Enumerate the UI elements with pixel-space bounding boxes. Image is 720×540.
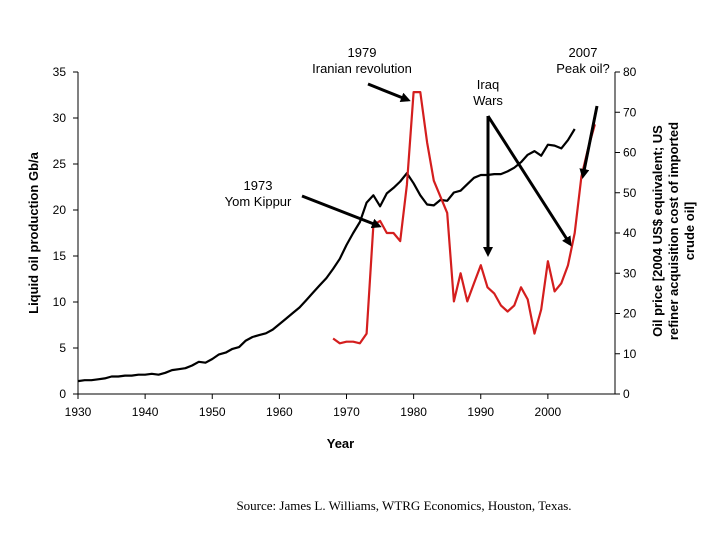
y-left-tick-label: 15 bbox=[53, 249, 67, 263]
annotation-label: Wars bbox=[473, 93, 503, 108]
annotation-label: 2007 bbox=[569, 45, 598, 60]
y-right-tick-label: 10 bbox=[623, 347, 637, 361]
y-right-axis-title-line: Oil price [2004 US$ equivalent; US bbox=[650, 125, 665, 337]
annotation-arrow bbox=[367, 82, 411, 103]
x-tick-label: 1940 bbox=[132, 405, 159, 419]
price-line bbox=[332, 90, 596, 345]
x-axis-title: Year bbox=[327, 436, 354, 451]
annotation-arrow bbox=[301, 194, 382, 229]
y-right-axis-title-line: refiner acquisition cost of imported bbox=[666, 122, 681, 340]
x-tick-label: 1970 bbox=[333, 405, 360, 419]
y-left-tick-label: 20 bbox=[53, 203, 67, 217]
y-right-tick-label: 30 bbox=[623, 266, 637, 280]
y-right-axis-title-line: crude oil] bbox=[682, 202, 697, 261]
x-tick-label: 1930 bbox=[65, 405, 92, 419]
y-right-tick-label: 80 bbox=[623, 65, 637, 79]
y-right-tick-label: 40 bbox=[623, 226, 637, 240]
y-left-tick-label: 35 bbox=[53, 65, 67, 79]
annotation-label: Yom Kippur bbox=[225, 194, 292, 209]
y-right-tick-label: 60 bbox=[623, 146, 637, 160]
x-tick-label: 1950 bbox=[199, 405, 226, 419]
y-right-axis-title: Oil price [2004 US$ equivalent; USrefine… bbox=[650, 122, 697, 340]
x-tick-label: 2000 bbox=[535, 405, 562, 419]
y-left-axis-title: Liquid oil production Gb/a bbox=[26, 151, 41, 314]
annotation-label: 1979 bbox=[348, 45, 377, 60]
y-right-tick-label: 20 bbox=[623, 307, 637, 321]
y-right-tick-label: 70 bbox=[623, 105, 637, 119]
source-note: Source: James L. Williams, WTRG Economic… bbox=[236, 498, 572, 513]
x-tick-label: 1990 bbox=[467, 405, 494, 419]
y-left-tick-label: 5 bbox=[59, 341, 66, 355]
annotation-label: Peak oil? bbox=[556, 61, 609, 76]
annotation-arrow bbox=[486, 115, 572, 247]
y-left-tick-label: 0 bbox=[59, 387, 66, 401]
production-line bbox=[77, 128, 576, 383]
y-right-tick-label: 0 bbox=[623, 387, 630, 401]
annotation-arrow bbox=[579, 105, 599, 179]
annotation-label: Iraq bbox=[477, 77, 499, 92]
x-tick-label: 1960 bbox=[266, 405, 293, 419]
annotation-label: Iranian revolution bbox=[312, 61, 412, 76]
y-right-tick-label: 50 bbox=[623, 186, 637, 200]
x-tick-label: 1980 bbox=[400, 405, 427, 419]
annotation-label: 1973 bbox=[244, 178, 273, 193]
y-left-tick-label: 25 bbox=[53, 157, 67, 171]
y-left-tick-label: 30 bbox=[53, 111, 67, 125]
y-left-tick-label: 10 bbox=[53, 295, 67, 309]
